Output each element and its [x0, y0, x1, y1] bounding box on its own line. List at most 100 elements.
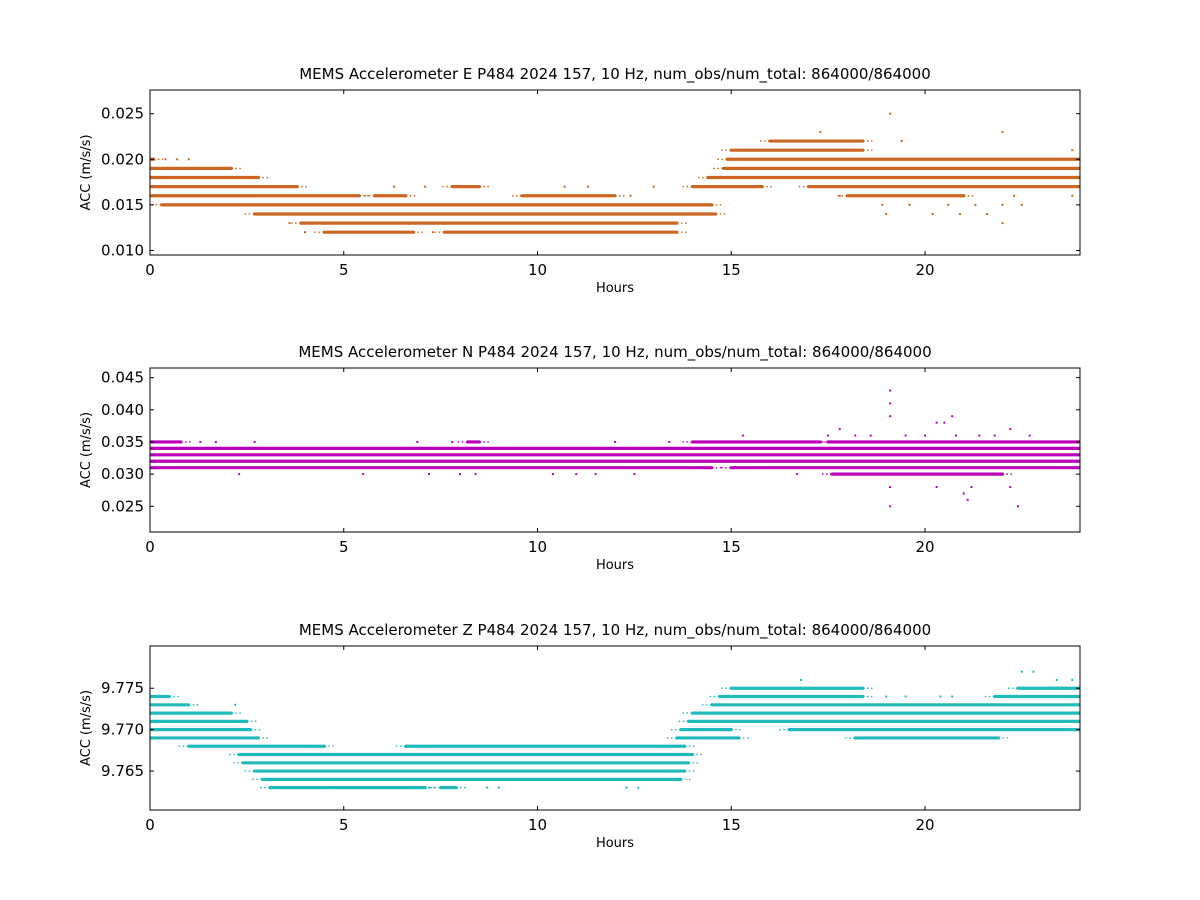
- x-tick-label: 15: [722, 538, 741, 556]
- data-point-32: [935, 485, 938, 488]
- data-point-26: [974, 203, 977, 206]
- data-point-14: [629, 194, 632, 197]
- data-point-22: [908, 203, 911, 206]
- data-point-41: [1017, 505, 1019, 508]
- data-point-7: [304, 231, 306, 234]
- data-point-16: [819, 130, 822, 133]
- data-point-7: [451, 440, 454, 443]
- data-point-16: [741, 434, 744, 437]
- data-point-40: [1009, 485, 1012, 488]
- data-point-5: [497, 786, 500, 789]
- data-point-33: [955, 434, 957, 437]
- data-point-11: [575, 473, 578, 476]
- data-point-34: [962, 492, 965, 495]
- x-tick-label: 10: [528, 261, 547, 279]
- y-tick-label: 0.040: [101, 401, 144, 419]
- y-tick-label: 0.025: [101, 497, 144, 515]
- data-point-1: [214, 440, 217, 443]
- data-point-10: [431, 231, 434, 234]
- data-point-15: [668, 440, 671, 443]
- y-axis-label: ACC (m/s/s): [79, 412, 94, 488]
- data-point-10: [552, 473, 554, 476]
- data-point-39: [1009, 428, 1012, 431]
- data-point-20: [854, 434, 857, 437]
- data-point-18: [889, 112, 892, 115]
- data-point-17: [1032, 670, 1035, 673]
- data-point-15: [652, 185, 655, 188]
- chart-title: MEMS Accelerometer E P484 2024 157, 10 H…: [299, 65, 931, 84]
- y-tick-label: 0.015: [101, 196, 144, 214]
- data-point-3: [238, 473, 241, 476]
- data-point-31: [951, 415, 954, 418]
- data-point-13: [614, 440, 616, 443]
- data-point-9: [474, 473, 477, 476]
- data-point-11: [563, 185, 566, 188]
- x-tick-label: 5: [339, 261, 349, 279]
- chart-title: MEMS Accelerometer Z P484 2024 157, 10 H…: [299, 621, 931, 640]
- data-point-7: [637, 786, 640, 789]
- data-point-31: [1013, 194, 1016, 197]
- data-point-17: [796, 473, 799, 476]
- data-point-22: [889, 389, 892, 392]
- data-point-2: [187, 158, 190, 161]
- chart-title: MEMS Accelerometer N P484 2024 157, 10 H…: [298, 343, 931, 362]
- data-point-12: [586, 185, 589, 188]
- y-tick-label: 0.020: [101, 150, 144, 168]
- data-point-6: [625, 786, 628, 789]
- data-point-43: [1044, 440, 1047, 443]
- data-point-8: [459, 473, 461, 476]
- x-tick-label: 10: [528, 538, 547, 556]
- chart-panel-1: 0 5 10 15 20 0.025 0.030 0.035 0.040 0.045 MEMS Ac…: [79, 343, 1081, 573]
- x-tick-label: 0: [145, 538, 155, 556]
- data-layer: [150, 670, 1080, 790]
- data-point-30: [1001, 203, 1004, 206]
- data-point-21: [869, 434, 872, 437]
- data-point-2: [304, 786, 306, 789]
- data-point-3: [428, 786, 430, 789]
- data-point-13: [614, 194, 616, 197]
- data-point-28: [1001, 130, 1004, 133]
- data-point-9: [800, 678, 802, 681]
- data-point-13: [939, 695, 942, 698]
- data-point-19: [1071, 678, 1074, 681]
- data-layer: [150, 389, 1080, 508]
- data-point-4: [203, 203, 206, 206]
- data-point-29: [935, 421, 938, 424]
- axes-frame: [149, 89, 1081, 256]
- y-tick-label: 0.045: [101, 369, 144, 387]
- data-point-6: [288, 222, 291, 225]
- chart-panel-0: 0 5 10 15 20 0.010 0.015 0.020 0.025 MEMS Acceler…: [79, 65, 1081, 296]
- data-point-12: [594, 473, 597, 476]
- data-point-42: [1028, 434, 1031, 437]
- axes-frame: [149, 367, 1081, 533]
- data-point-9: [424, 185, 427, 188]
- data-point-4: [362, 473, 365, 476]
- data-point-25: [889, 485, 892, 488]
- y-tick-label: 9.765: [101, 762, 144, 780]
- data-point-19: [838, 428, 841, 431]
- data-point-30: [943, 421, 946, 424]
- data-point-26: [889, 505, 892, 508]
- x-tick-label: 10: [528, 816, 547, 834]
- data-point-1: [176, 158, 179, 161]
- data-point-12: [904, 695, 907, 698]
- data-layer: [150, 112, 1080, 234]
- x-tick-label: 5: [339, 538, 349, 556]
- data-point-10: [846, 687, 849, 690]
- data-point-14: [633, 473, 636, 476]
- data-point-23: [931, 212, 934, 215]
- data-point-19: [881, 203, 884, 206]
- chart-panel-2: 0 5 10 15 20 9.765 9.770 9.775 MEMS Acceleromete…: [79, 621, 1081, 851]
- data-point-0: [199, 440, 202, 443]
- data-point-5: [230, 203, 233, 206]
- x-tick-label: 15: [722, 816, 741, 834]
- data-point-14: [951, 695, 954, 698]
- data-point-23: [889, 402, 892, 405]
- data-point-24: [947, 203, 950, 206]
- x-tick-label: 20: [915, 261, 934, 279]
- data-point-16: [1020, 670, 1023, 673]
- data-point-2: [253, 440, 256, 443]
- y-tick-label: 9.770: [101, 721, 144, 739]
